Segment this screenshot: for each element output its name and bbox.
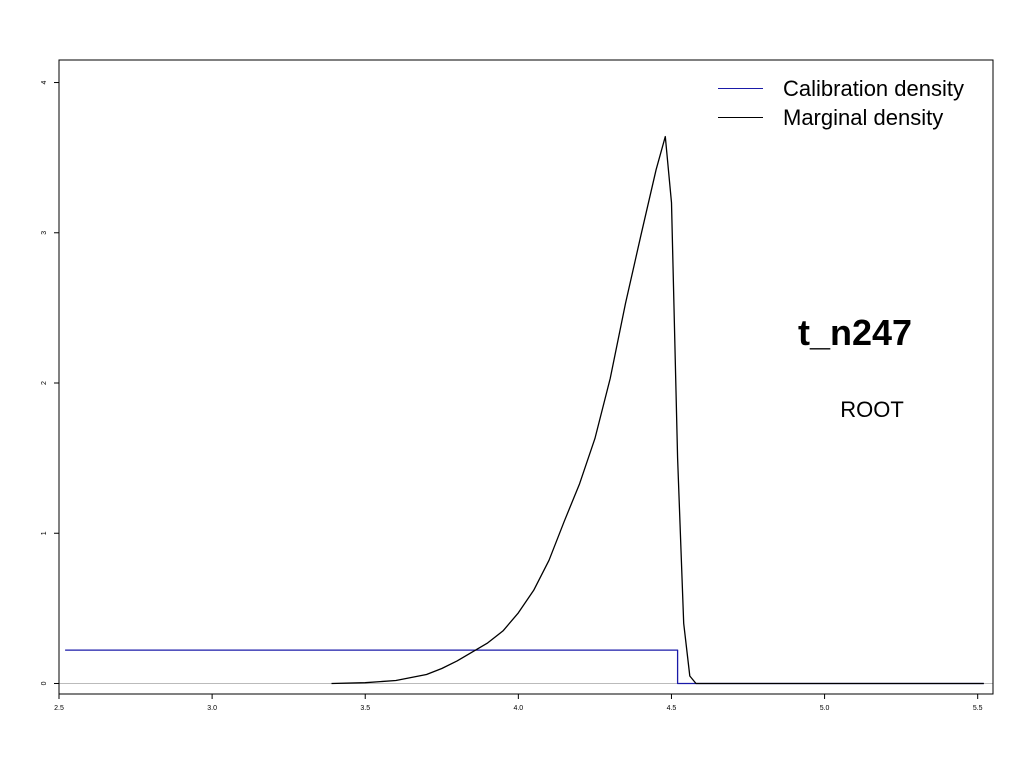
x-tick-label: 5.5	[973, 705, 983, 712]
plot-frame	[58, 59, 994, 695]
x-tick-label: 5.0	[820, 705, 830, 712]
node-name-annotation: t_n247	[797, 312, 913, 353]
x-tick-label: 3.0	[207, 705, 217, 712]
x-tick-label: 4.5	[667, 705, 677, 712]
y-tick-label: 3	[41, 231, 48, 235]
legend-label-marginal: Marginal density	[783, 104, 944, 130]
x-tick-label: 4.0	[513, 705, 523, 712]
series-line-marginal-density	[331, 135, 984, 685]
x-tick-label: 2.5	[54, 705, 64, 712]
legend-label-calibration: Calibration density	[783, 75, 964, 101]
y-tick-label: 4	[41, 80, 48, 84]
legend-item-calibration: Calibration density	[718, 74, 1008, 103]
legend: Calibration density Marginal density	[718, 74, 1008, 132]
legend-item-marginal: Marginal density	[718, 103, 1008, 132]
legend-swatch-marginal	[718, 117, 763, 118]
y-tick-label: 0	[41, 681, 48, 685]
y-tick-label: 1	[41, 531, 48, 535]
y-tick-label: 2	[41, 381, 48, 385]
series-line-calibration-density	[65, 649, 984, 685]
node-label-annotation: ROOT	[840, 397, 904, 422]
x-tick-label: 3.5	[360, 705, 370, 712]
legend-swatch-calibration	[718, 88, 763, 89]
